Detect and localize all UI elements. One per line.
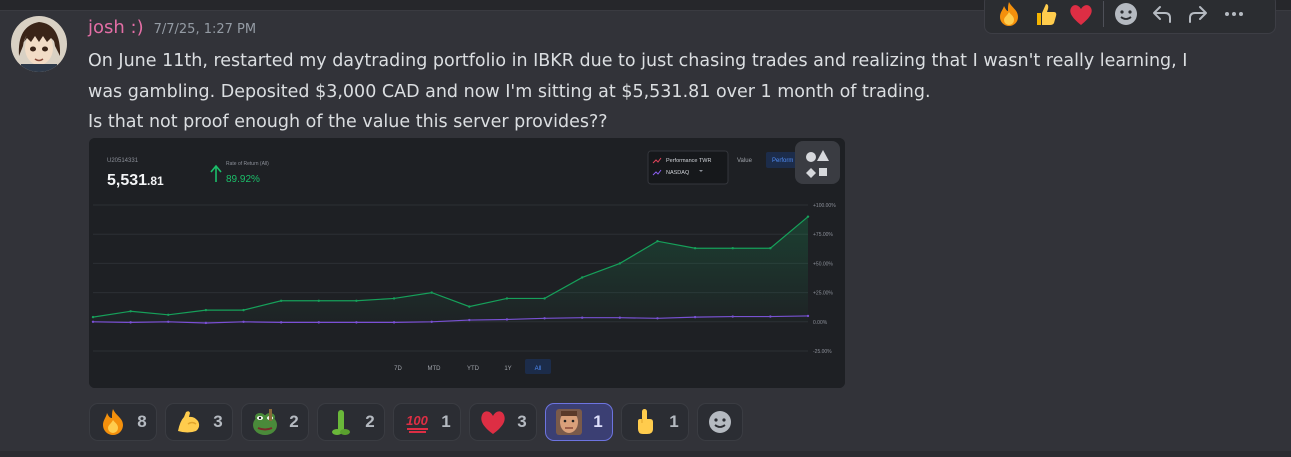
twr-point [242, 308, 245, 312]
shapes-icon [806, 150, 829, 178]
reaction-count: 1 [669, 412, 679, 431]
reaction-count: 3 [213, 412, 223, 431]
twr-point [91, 315, 95, 319]
fire-emoji-quick-react[interactable] [991, 0, 1027, 32]
twr-line [92, 216, 809, 318]
legend-dropdown-icon [699, 170, 703, 172]
reaction-fire[interactable]: 8 [89, 403, 157, 441]
legend-twr: Performance TWR [666, 158, 711, 164]
range-all-highlight [525, 359, 551, 374]
shapes-widget[interactable] [795, 141, 840, 184]
twr-point [430, 291, 433, 294]
twr-point [581, 276, 584, 279]
reaction-pepe-frog[interactable]: 2 [241, 403, 309, 441]
avatar[interactable] [11, 16, 67, 72]
range-1y[interactable]: 1Y [504, 366, 511, 372]
twr-point [468, 305, 471, 308]
toolbar-separator [1103, 1, 1104, 27]
add-reaction-button[interactable] [697, 403, 743, 441]
twr-legend-icon [652, 157, 662, 164]
twr-point [731, 247, 734, 250]
y-tick-label: -25.00% [813, 349, 832, 355]
twr-point [656, 240, 659, 243]
bottom-divider [0, 451, 1291, 457]
reaction-count: 8 [137, 412, 147, 431]
ror-label: Rate of Return (All) [226, 161, 269, 167]
twr-point [618, 262, 622, 265]
point-up-icon [638, 409, 653, 434]
reaction-count: 2 [289, 412, 299, 431]
range-mtd[interactable]: MTD [428, 366, 442, 372]
range-all[interactable]: All [535, 366, 542, 372]
twr-point [204, 308, 208, 312]
top-divider [0, 0, 1291, 11]
reaction-red-heart[interactable]: 3 [469, 403, 537, 441]
range-7d[interactable]: 7D [394, 366, 402, 372]
forward-icon[interactable] [1180, 0, 1216, 32]
reaction-count: 3 [517, 412, 527, 431]
reaction-count: 1 [441, 412, 451, 431]
nasdaq-legend-icon [652, 169, 662, 176]
message-content: On June 11th, restarted my daytrading po… [88, 46, 1278, 138]
svg-text:100: 100 [406, 413, 428, 428]
image-attachment[interactable]: U20514331 5,531.81 Rate of Return (All) … [89, 138, 845, 388]
balance-value: 5,531.81 [107, 172, 164, 189]
account-id: U20514331 [107, 158, 139, 164]
twr-point [505, 297, 509, 300]
twr-point [806, 215, 810, 218]
ror-value: 89.92% [226, 174, 260, 185]
fire-icon [103, 409, 123, 435]
perf-toggle-bg[interactable] [766, 152, 798, 168]
message-line: On June 11th, restarted my daytrading po… [88, 51, 1188, 71]
twr-point [167, 313, 170, 316]
range-ytd[interactable]: YTD [467, 366, 480, 372]
reaction-custom-face[interactable]: 1 [545, 403, 613, 441]
reaction-point-up[interactable]: 1 [621, 403, 689, 441]
y-tick-label: +25.00% [813, 291, 833, 297]
value-toggle[interactable]: Value [737, 158, 753, 164]
perf-toggle[interactable]: Perform [772, 158, 793, 164]
reaction-green-stick[interactable]: 2 [317, 403, 385, 441]
twr-point [543, 297, 546, 300]
nasdaq-point [204, 321, 208, 325]
reaction-hundred-points[interactable]: 100 1 [393, 403, 461, 441]
twr-point [129, 310, 132, 313]
hundred-points-icon: 100 [406, 413, 429, 433]
custom-face-icon [556, 409, 582, 435]
reaction-flexed-biceps[interactable]: 3 [165, 403, 233, 441]
y-tick-label: 0.00% [813, 320, 828, 326]
y-tick-label: +75.00% [813, 232, 833, 238]
red-heart-icon [481, 411, 505, 434]
twr-point [317, 299, 320, 302]
reaction-bar: 8 3 2 2 100 1 3 1 1 [89, 403, 743, 441]
message-timestamp[interactable]: 7/7/25, 1:27 PM [153, 22, 257, 37]
twr-point [769, 247, 772, 250]
twr-area [93, 216, 808, 322]
thumbs-up-quick-react[interactable] [1027, 0, 1063, 32]
twr-point [392, 297, 396, 300]
reply-icon[interactable] [1144, 0, 1180, 32]
message-actions-toolbar [984, 0, 1276, 34]
twr-point [355, 299, 358, 302]
twr-point [279, 299, 283, 302]
reaction-count: 2 [365, 412, 375, 431]
pepe-frog-icon [253, 409, 277, 435]
add-reaction-icon [709, 411, 731, 433]
message-line: Is that not proof enough of the value th… [88, 112, 608, 132]
add-reaction-icon[interactable] [1108, 0, 1144, 32]
legend-nasdaq: NASDAQ [666, 170, 690, 176]
message-line: was gambling. Deposited $3,000 CAD and n… [88, 81, 931, 102]
flexed-biceps-icon [178, 411, 200, 433]
green-stick-icon [332, 410, 350, 435]
reaction-count: 1 [593, 412, 603, 431]
y-tick-label: +50.00% [813, 261, 833, 267]
chart-series [91, 215, 810, 325]
up-arrow-icon [210, 164, 222, 182]
chart-legend [647, 150, 729, 185]
author-name[interactable]: josh :) [88, 17, 144, 38]
more-icon[interactable] [1216, 0, 1252, 32]
y-tick-label: +100.00% [813, 203, 836, 209]
heart-quick-react[interactable] [1063, 0, 1099, 32]
twr-point [693, 247, 697, 250]
